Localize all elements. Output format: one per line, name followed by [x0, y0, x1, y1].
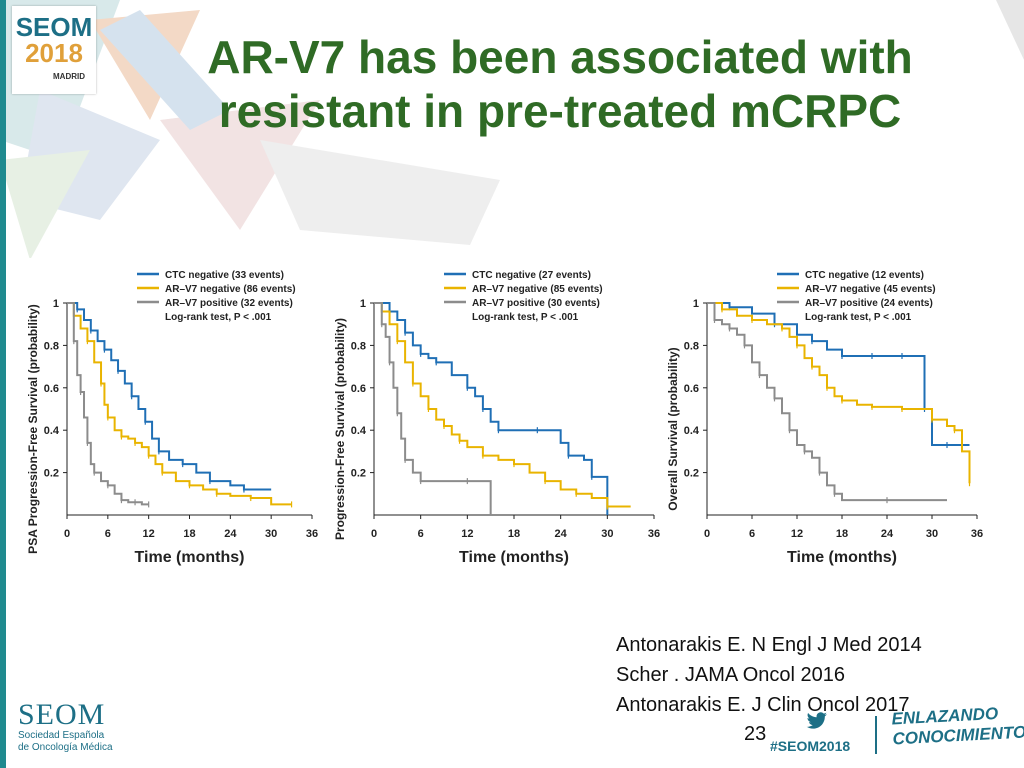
x-tick-label: 0 [371, 528, 377, 540]
slogan: ENLAZANDO CONOCIMIENTO [891, 703, 1024, 750]
series-line-3 [374, 302, 492, 515]
reference-1: Antonarakis E. N Engl J Med 2014 [616, 634, 922, 656]
x-tick-label: 0 [64, 528, 70, 540]
reference-2: Scher . JAMA Oncol 2016 [616, 664, 846, 686]
seom-footer-logo: SEOM Sociedad Española de Oncología Médi… [18, 700, 113, 754]
logo-seom-text: SEOM [15, 12, 93, 42]
legend-label: AR–V7 negative (86 events) [165, 284, 296, 295]
logo-city-text: MADRID [53, 72, 85, 81]
y-axis-label: Progression-Free Survival (probability) [333, 318, 347, 540]
x-tick-label: 24 [881, 528, 894, 540]
y-axis-label: PSA Progression-Free Survival (probabili… [26, 304, 40, 554]
x-tick-label: 6 [749, 528, 755, 540]
y-tick-label: 1 [360, 298, 366, 310]
hashtag-text: #SEOM2018 [770, 738, 851, 754]
y-tick-label: 0.2 [684, 468, 699, 480]
slide-title: AR-V7 has been associated with resistant… [150, 30, 970, 138]
y-tick-label: 0.2 [351, 468, 366, 480]
series-line-2 [374, 302, 631, 508]
x-tick-label: 24 [224, 528, 237, 540]
legend-label: Log-rank test, P < .001 [472, 312, 579, 323]
x-tick-label: 12 [143, 528, 155, 540]
x-tick-label: 36 [971, 528, 983, 540]
x-tick-label: 30 [926, 528, 938, 540]
km-charts-panel: 0.2 0.4 0.6 0.8 1 0 6 12 18 24 30 36 Time (months) PS… [22, 258, 1002, 578]
x-tick-label: 36 [648, 528, 660, 540]
series-line-3 [67, 302, 149, 506]
y-tick-label: 0.8 [44, 340, 59, 352]
footer-society-line1: Sociedad Española [18, 730, 105, 741]
logo-year-text: 2018 [25, 38, 83, 68]
slide-title-line1: AR-V7 has been associated with [207, 31, 913, 83]
x-tick-label: 12 [791, 528, 803, 540]
x-tick-label: 30 [265, 528, 277, 540]
left-accent-bar [0, 0, 6, 768]
reference-3: Antonarakis E. J Clin Oncol 2017 [616, 694, 910, 716]
legend-label: CTC negative (33 events) [165, 270, 284, 281]
series-line-1 [374, 302, 609, 515]
y-tick-label: 0.4 [351, 425, 367, 437]
x-axis-label: Time (months) [459, 549, 569, 566]
x-axis-label: Time (months) [135, 549, 245, 566]
page-number: 23 [744, 723, 767, 745]
series-line-2 [707, 302, 971, 484]
legend-label: AR–V7 positive (24 events) [805, 298, 933, 309]
series-line-1 [67, 302, 272, 491]
x-tick-label: 36 [306, 528, 318, 540]
legend-label: AR–V7 positive (30 events) [472, 298, 600, 309]
series-line-1 [707, 302, 970, 447]
y-axis-label: Overall Survival (probability) [666, 347, 680, 510]
x-tick-label: 6 [105, 528, 111, 540]
x-tick-label: 24 [555, 528, 568, 540]
footer-seom-text: SEOM [18, 698, 106, 731]
legend-label: CTC negative (12 events) [805, 270, 924, 281]
slide-title-line2: resistant in pre-treated mCRPC [218, 85, 902, 137]
x-tick-label: 18 [836, 528, 848, 540]
legend-label: CTC negative (27 events) [472, 270, 591, 281]
y-tick-label: 0.4 [684, 425, 700, 437]
y-tick-label: 0.2 [44, 468, 59, 480]
y-tick-label: 0.6 [684, 383, 699, 395]
seom2018-logo: SEOM 2018 MADRID [12, 6, 96, 94]
x-tick-label: 12 [461, 528, 473, 540]
legend-label: AR–V7 positive (32 events) [165, 298, 293, 309]
y-tick-label: 0.6 [351, 383, 366, 395]
km-charts-svg: 0.2 0.4 0.6 0.8 1 0 6 12 18 24 30 36 Time (months) PS… [26, 270, 983, 566]
legend-label: Log-rank test, P < .001 [165, 312, 272, 323]
y-tick-label: 0.8 [351, 340, 366, 352]
footer-society-line2: de Oncología Médica [18, 742, 113, 753]
x-tick-label: 18 [183, 528, 195, 540]
x-tick-label: 30 [601, 528, 613, 540]
x-tick-label: 18 [508, 528, 520, 540]
y-tick-label: 1 [53, 298, 59, 310]
y-tick-label: 0.4 [44, 425, 60, 437]
x-axis-label: Time (months) [787, 549, 897, 566]
footer-separator [875, 716, 877, 754]
legend-label: AR–V7 negative (85 events) [472, 284, 603, 295]
series-line-3 [707, 302, 947, 502]
y-tick-label: 0.6 [44, 383, 59, 395]
x-tick-label: 0 [704, 528, 710, 540]
references-list: Antonarakis E. N Engl J Med 2014 Scher .… [616, 630, 922, 720]
y-tick-label: 1 [693, 298, 699, 310]
legend-label: AR–V7 negative (45 events) [805, 284, 936, 295]
y-tick-label: 0.8 [684, 340, 699, 352]
twitter-bird-icon [806, 712, 827, 729]
x-tick-label: 6 [418, 528, 424, 540]
corner-decoration [996, 0, 1024, 60]
legend-label: Log-rank test, P < .001 [805, 312, 912, 323]
